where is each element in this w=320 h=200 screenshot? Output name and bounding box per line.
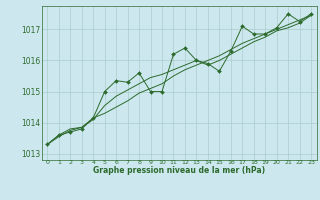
- X-axis label: Graphe pression niveau de la mer (hPa): Graphe pression niveau de la mer (hPa): [93, 166, 265, 175]
